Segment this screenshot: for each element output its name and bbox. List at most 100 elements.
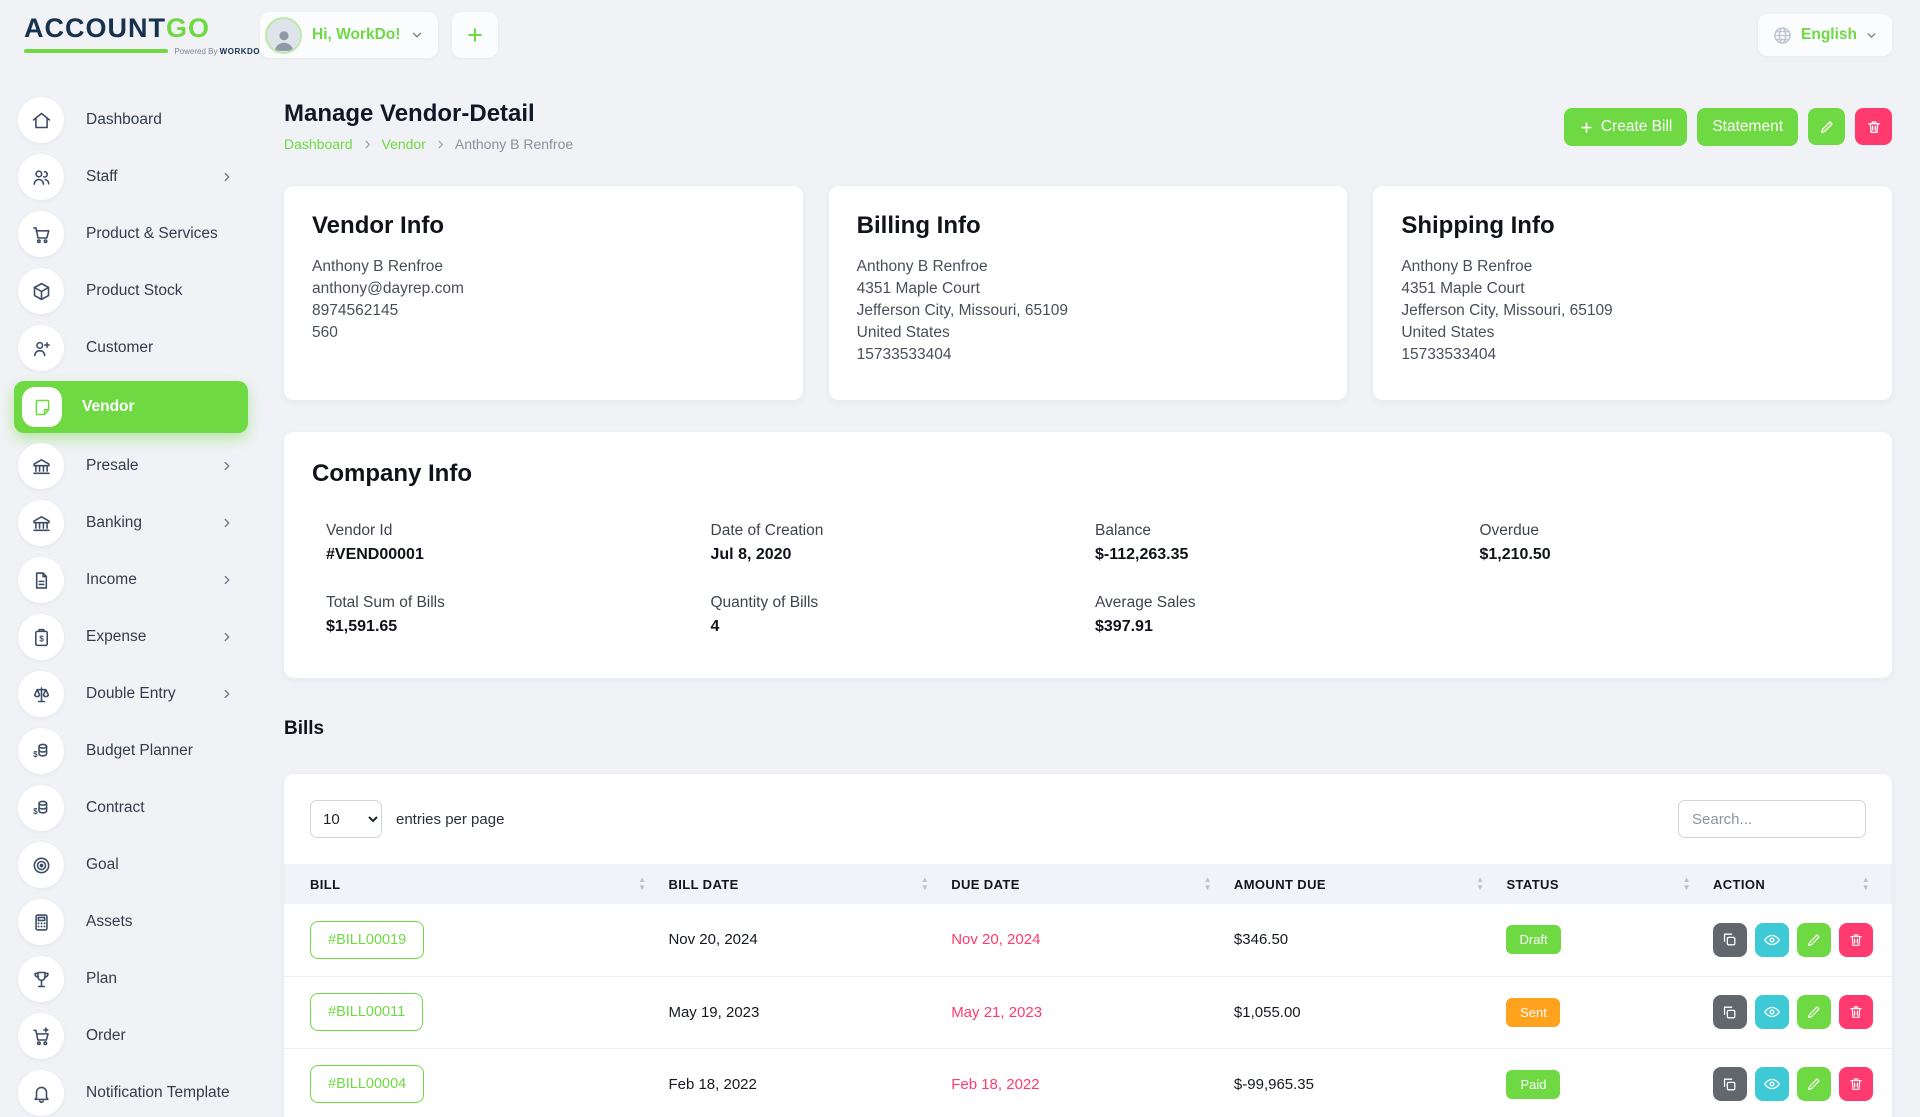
info-line: Jefferson City, Missouri, 65109 bbox=[857, 300, 1320, 322]
create-bill-button[interactable]: Create Bill bbox=[1564, 108, 1688, 146]
eye-icon bbox=[1763, 931, 1781, 949]
column-header-status[interactable]: STATUS▲▼ bbox=[1506, 864, 1712, 904]
edit-bill-button[interactable] bbox=[1797, 995, 1831, 1029]
sidebar-item-order[interactable]: Order bbox=[14, 1012, 248, 1060]
target-icon bbox=[18, 842, 64, 888]
status-badge: Sent bbox=[1506, 998, 1560, 1027]
sidebar-item-assets[interactable]: Assets bbox=[14, 898, 248, 946]
home-icon bbox=[18, 97, 64, 143]
edit-bill-button[interactable] bbox=[1797, 923, 1831, 957]
entries-per-page-select[interactable]: 10 bbox=[310, 800, 382, 838]
user-menu-button[interactable]: Hi, WorkDo! bbox=[260, 12, 438, 58]
language-label: English bbox=[1801, 26, 1857, 44]
edit-vendor-button[interactable] bbox=[1808, 108, 1845, 145]
sidebar-item-expense[interactable]: $ Expense bbox=[14, 613, 248, 661]
column-header-amount-due[interactable]: AMOUNT DUE▲▼ bbox=[1234, 864, 1507, 904]
amount-due-cell: $-99,965.35 bbox=[1234, 1048, 1507, 1117]
sidebar-item-income[interactable]: Income bbox=[14, 556, 248, 604]
breadcrumb-link[interactable]: Dashboard bbox=[284, 136, 353, 152]
company-info-field: Average Sales $397.91 bbox=[1095, 594, 1480, 636]
chevron-right-icon bbox=[220, 630, 234, 644]
view-bill-button[interactable] bbox=[1755, 1067, 1789, 1101]
cube-icon bbox=[18, 268, 64, 314]
chevron-down-icon bbox=[1865, 29, 1878, 42]
duplicate-bill-button[interactable] bbox=[1713, 923, 1747, 957]
info-line: Jefferson City, Missouri, 65109 bbox=[1401, 300, 1864, 322]
globe-icon bbox=[1772, 25, 1793, 46]
add-workspace-button[interactable] bbox=[452, 12, 498, 58]
sidebar-item-notification-template[interactable]: Notification Template bbox=[14, 1069, 248, 1117]
company-info-field: Total Sum of Bills $1,591.65 bbox=[326, 594, 711, 636]
trophy-icon bbox=[18, 956, 64, 1002]
info-line: United States bbox=[1401, 322, 1864, 344]
bill-number-link[interactable]: #BILL00019 bbox=[310, 921, 424, 959]
info-line: Anthony B Renfroe bbox=[312, 256, 775, 278]
company-info-field: Date of Creation Jul 8, 2020 bbox=[711, 522, 1096, 564]
entries-per-page-label: entries per page bbox=[396, 811, 504, 828]
sidebar-item-product-stock[interactable]: Product Stock bbox=[14, 267, 248, 315]
bill-number-link[interactable]: #BILL00011 bbox=[310, 993, 423, 1031]
sort-icon: ▲▼ bbox=[1204, 877, 1212, 891]
search-input[interactable] bbox=[1678, 800, 1866, 838]
calculator-icon bbox=[18, 899, 64, 945]
bank-icon bbox=[18, 500, 64, 546]
sidebar-item-double-entry[interactable]: Double Entry bbox=[14, 670, 248, 718]
user-plus-icon bbox=[18, 325, 64, 371]
breadcrumb-link[interactable]: Vendor bbox=[382, 136, 426, 152]
amount-due-cell: $346.50 bbox=[1234, 904, 1507, 976]
info-line: 15733533404 bbox=[857, 344, 1320, 366]
svg-text:$: $ bbox=[33, 807, 38, 816]
sidebar-item-vendor[interactable]: Vendor bbox=[14, 381, 248, 433]
sort-icon: ▲▼ bbox=[1683, 877, 1691, 891]
column-header-action[interactable]: ACTION▲▼ bbox=[1713, 864, 1892, 904]
plus-icon bbox=[1579, 120, 1594, 135]
sidebar-item-staff[interactable]: Staff bbox=[14, 153, 248, 201]
amount-due-cell: $1,055.00 bbox=[1234, 976, 1507, 1048]
brand-logo: ACCOUNTGO Powered By WORKDO bbox=[24, 15, 260, 56]
delete-bill-button[interactable] bbox=[1839, 995, 1873, 1029]
sidebar-item-product-services[interactable]: Product & Services bbox=[14, 210, 248, 258]
sidebar-item-dashboard[interactable]: Dashboard bbox=[14, 96, 248, 144]
status-badge: Draft bbox=[1506, 925, 1560, 954]
column-header-bill-date[interactable]: BILL DATE▲▼ bbox=[668, 864, 951, 904]
delete-bill-button[interactable] bbox=[1839, 923, 1873, 957]
delete-bill-button[interactable] bbox=[1839, 1067, 1873, 1101]
column-header-bill[interactable]: BILL▲▼ bbox=[284, 864, 668, 904]
users-icon bbox=[18, 154, 64, 200]
bills-table-card: 10 entries per page BILL▲▼BILL DATE▲▼DUE… bbox=[284, 774, 1892, 1117]
eye-icon bbox=[1763, 1003, 1781, 1021]
sidebar-item-contract[interactable]: $ Contract bbox=[14, 784, 248, 832]
column-header-due-date[interactable]: DUE DATE▲▼ bbox=[951, 864, 1234, 904]
sidebar-item-presale[interactable]: Presale bbox=[14, 442, 248, 490]
chevron-right-icon bbox=[220, 687, 234, 701]
language-selector[interactable]: English bbox=[1758, 14, 1892, 56]
info-line: anthony@dayrep.com bbox=[312, 278, 775, 300]
duplicate-bill-button[interactable] bbox=[1713, 1067, 1747, 1101]
statement-button[interactable]: Statement bbox=[1697, 108, 1798, 146]
sidebar-item-plan[interactable]: Plan bbox=[14, 955, 248, 1003]
eye-icon bbox=[1763, 1075, 1781, 1093]
sort-icon: ▲▼ bbox=[1862, 877, 1870, 891]
info-line: 4351 Maple Court bbox=[857, 278, 1320, 300]
view-bill-button[interactable] bbox=[1755, 923, 1789, 957]
company-info-field: Overdue $1,210.50 bbox=[1480, 522, 1865, 564]
delete-vendor-button[interactable] bbox=[1855, 108, 1892, 145]
sidebar-item-banking[interactable]: Banking bbox=[14, 499, 248, 547]
sidebar-item-budget-planner[interactable]: $ Budget Planner bbox=[14, 727, 248, 775]
file-icon bbox=[18, 557, 64, 603]
card-title: Billing Info bbox=[857, 212, 1320, 240]
bill-date-cell: Nov 20, 2024 bbox=[668, 904, 951, 976]
duplicate-bill-button[interactable] bbox=[1713, 995, 1747, 1029]
sidebar-item-customer[interactable]: Customer bbox=[14, 324, 248, 372]
edit-bill-button[interactable] bbox=[1797, 1067, 1831, 1101]
sort-icon: ▲▼ bbox=[921, 877, 929, 891]
bill-number-link[interactable]: #BILL00004 bbox=[310, 1065, 424, 1103]
view-bill-button[interactable] bbox=[1755, 995, 1789, 1029]
sidebar-item-goal[interactable]: Goal bbox=[14, 841, 248, 889]
